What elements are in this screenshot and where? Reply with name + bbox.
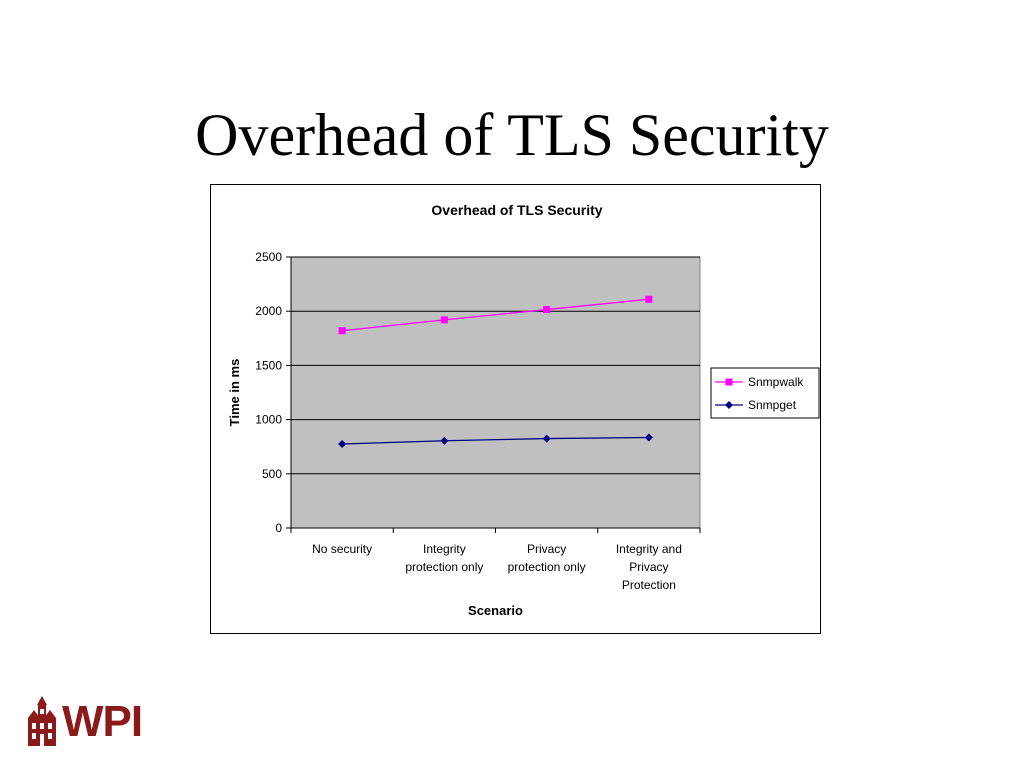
- data-point-snmpget: [644, 433, 653, 442]
- x-tick-label: Integrity and Privacy Protection: [616, 542, 682, 592]
- x-tick-label: Privacy protection only: [508, 542, 586, 574]
- data-point-snmpget: [338, 439, 347, 448]
- slide-title: Overhead of TLS Security: [195, 102, 829, 168]
- y-axis-label: Time in ms: [227, 359, 242, 427]
- y-tick-label: 1500: [255, 358, 282, 372]
- legend-label-snmpget: Snmpget: [748, 398, 797, 412]
- series-line-snmpget: [342, 436, 649, 445]
- data-point-snmpget: [440, 436, 449, 445]
- chart-title: Overhead of TLS Security: [431, 202, 602, 218]
- legend-marker-snmpget: [725, 401, 733, 409]
- logo-text: WPI: [62, 697, 143, 746]
- y-tick-label: 500: [262, 467, 282, 481]
- y-tick-label: 0: [275, 521, 282, 535]
- y-tick-label: 1000: [255, 413, 282, 427]
- data-point-snmpwalk: [543, 306, 551, 314]
- legend-marker-snmpwalk: [725, 378, 733, 386]
- wpi-building-icon: [28, 696, 56, 746]
- data-point-snmpwalk: [338, 327, 346, 335]
- line-chart: Overhead of TLS Security 0 500 1000 1500 2000…: [227, 202, 820, 618]
- data-point-snmpwalk: [645, 295, 653, 303]
- wpi-logo: WPI: [26, 696, 146, 748]
- x-axis-label: Scenario: [468, 603, 523, 618]
- chart-frame: Overhead of TLS Security 0 500 1000 1500 2000…: [210, 184, 821, 634]
- x-tick-label: Integrity protection only: [405, 542, 483, 574]
- y-tick-label: 2000: [255, 304, 282, 318]
- y-tick-label: 2500: [255, 250, 282, 264]
- legend-box: [710, 367, 820, 419]
- data-point-snmpget: [542, 434, 551, 443]
- series-line-snmpwalk: [342, 298, 649, 332]
- data-point-snmpwalk: [440, 316, 448, 324]
- x-tick-label: No security: [312, 542, 372, 556]
- plot-area: [290, 256, 701, 529]
- legend-label-snmpwalk: Snmpwalk: [748, 375, 804, 389]
